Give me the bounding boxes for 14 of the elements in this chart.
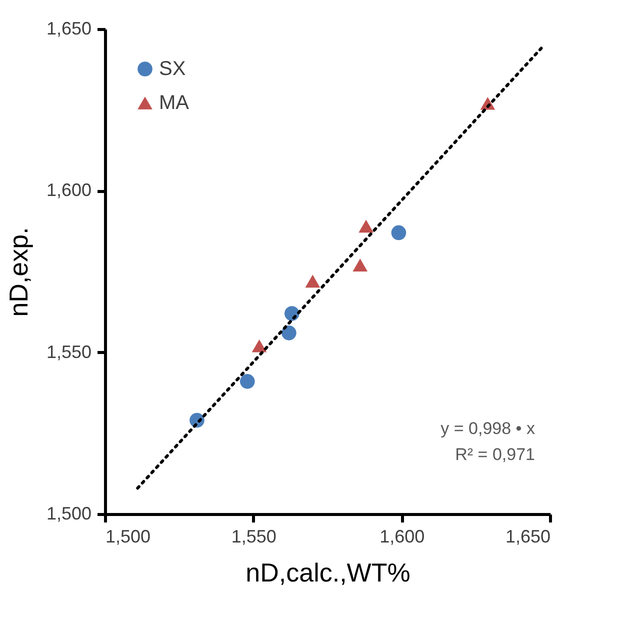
- x-axis-title: nD,calc.,WT%: [246, 558, 410, 588]
- x-tick-label: 1,550: [231, 526, 276, 546]
- y-tick-label: 1,500: [46, 504, 92, 524]
- y-tick-label: 1,600: [46, 180, 92, 200]
- annotation: R² = 0,971: [455, 445, 535, 464]
- legend-label: SX: [159, 58, 186, 80]
- y-tick-label: 1,550: [46, 342, 92, 362]
- x-tick-label: 1,500: [106, 526, 151, 546]
- y-tick-label: 1,650: [46, 18, 92, 38]
- x-tick-label: 1,650: [505, 526, 550, 546]
- x-tick-label: 1,600: [380, 526, 425, 546]
- y-axis-title: nD,exp.: [3, 227, 34, 317]
- legend-label: MA: [159, 92, 190, 114]
- annotation: y = 0,998 • x: [440, 419, 536, 438]
